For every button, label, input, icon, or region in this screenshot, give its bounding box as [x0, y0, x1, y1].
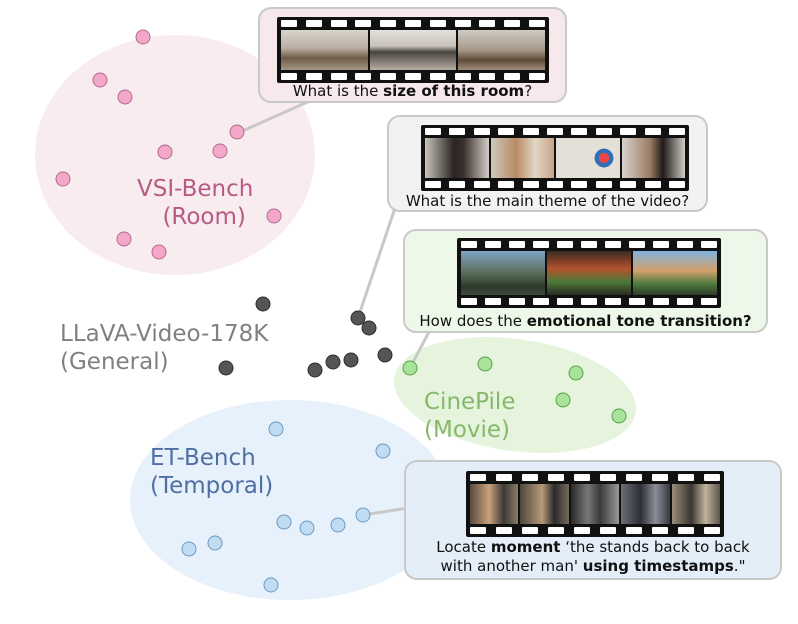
question-text-part: moment — [490, 538, 561, 556]
cinepile-example-card: How does the emotional tone transition? — [403, 229, 768, 333]
etbench-point — [330, 517, 346, 533]
vsi-cluster-area — [35, 35, 315, 275]
vsi-point — [229, 124, 245, 140]
question-text-part: What is the main theme of the video? — [405, 192, 690, 210]
video-frame — [671, 484, 721, 524]
llava-point — [218, 360, 234, 376]
etbench-film-strip — [466, 471, 724, 537]
etbench-point — [276, 514, 292, 530]
llava-point — [325, 354, 341, 370]
vsi-film-strip — [277, 17, 549, 83]
vsi-point — [135, 29, 151, 45]
llava-cluster-name: LLaVA-Video-178K — [60, 321, 269, 347]
llava-example-card: What is the main theme of the video? — [387, 115, 708, 212]
vsi-example-card: What is the size of this room? — [258, 7, 567, 103]
etbench-points — [181, 421, 391, 593]
cinepile-point — [611, 408, 627, 424]
cinepile-point — [402, 360, 418, 376]
llava-points — [218, 296, 393, 378]
cinepile-cluster-subtitle: (Movie) — [424, 417, 511, 443]
video-frame — [633, 251, 717, 295]
question-text-part: How does the — [419, 312, 527, 330]
etbench-point — [268, 421, 284, 437]
vsi-point — [212, 143, 228, 159]
cinepile-question: How does the emotional tone transition? — [405, 311, 766, 331]
video-frame — [461, 251, 545, 295]
cinepile-points — [402, 356, 627, 424]
cinepile-cluster-label: CinePile (Movie) — [424, 388, 515, 444]
llava-point — [343, 352, 359, 368]
vsi-point — [117, 89, 133, 105]
question-text-part: ‘the stands back to back — [560, 538, 750, 556]
question-text-part: Locate — [436, 538, 491, 556]
video-frame — [369, 30, 457, 70]
llava-film-strip — [421, 125, 689, 191]
vsi-cluster-name: VSI-Bench — [137, 176, 254, 202]
vsi-cluster-subtitle: (Room) — [162, 204, 246, 230]
question-text-part: using timestamps — [582, 557, 734, 575]
llava-point — [361, 320, 377, 336]
connector-llava — [356, 207, 397, 319]
llava-question: What is the main theme of the video? — [389, 191, 706, 211]
connector-vsi — [237, 98, 313, 135]
etbench-point — [181, 541, 197, 557]
video-frame — [458, 30, 546, 70]
video-frame — [621, 138, 685, 178]
video-frame — [425, 138, 489, 178]
vsi-question: What is the size of this room? — [260, 81, 565, 101]
cinepile-cluster-name: CinePile — [424, 389, 516, 415]
vsi-point — [55, 171, 71, 187]
cinepile-point — [555, 392, 571, 408]
cinepile-film-strip — [457, 238, 721, 308]
llava-cluster-subtitle: (General) — [60, 349, 169, 375]
llava-cluster-label: LLaVA-Video-178K (General) — [60, 320, 268, 376]
llava-point — [307, 362, 323, 378]
etbench-question: Locate moment ‘the stands back to back wi… — [406, 538, 780, 576]
vsi-points — [55, 29, 282, 260]
question-text-part: with another man' — [440, 557, 583, 575]
cinepile-point — [477, 356, 493, 372]
vsi-point — [92, 72, 108, 88]
cinepile-point — [568, 365, 584, 381]
video-frame — [570, 484, 620, 524]
vsi-point — [266, 208, 282, 224]
question-text-part: ? — [524, 82, 533, 100]
etbench-point — [263, 577, 279, 593]
video-frame — [520, 484, 569, 524]
etbench-point — [375, 443, 391, 459]
etbench-cluster-subtitle: (Temporal) — [150, 473, 274, 499]
etbench-example-card: Locate moment ‘the stands back to back wi… — [404, 460, 782, 580]
video-frame — [281, 30, 368, 70]
video-frame — [547, 251, 631, 295]
etbench-cluster-label: ET-Bench (Temporal) — [150, 444, 273, 500]
llava-point — [377, 347, 393, 363]
etbench-cluster-name: ET-Bench — [150, 445, 256, 471]
video-frame — [490, 138, 554, 178]
etbench-point — [299, 520, 315, 536]
vsi-point — [116, 231, 132, 247]
question-text-part: emotional tone transition? — [526, 312, 752, 330]
vsi-point — [157, 144, 173, 160]
vsi-cluster-label: VSI-Bench (Room) — [137, 175, 253, 231]
etbench-cluster-area — [130, 400, 450, 600]
video-frame — [556, 138, 620, 178]
video-frame — [621, 484, 670, 524]
llava-point — [350, 310, 366, 326]
connector-etbench — [362, 506, 409, 517]
etbench-point — [207, 535, 223, 551]
llava-point — [255, 296, 271, 312]
question-text-part: What is the — [292, 82, 384, 100]
video-frame — [470, 484, 519, 524]
etbench-point — [355, 507, 371, 523]
question-text-part: size of this room — [383, 82, 525, 100]
vsi-point — [151, 244, 167, 260]
question-text-part: ." — [733, 557, 746, 575]
